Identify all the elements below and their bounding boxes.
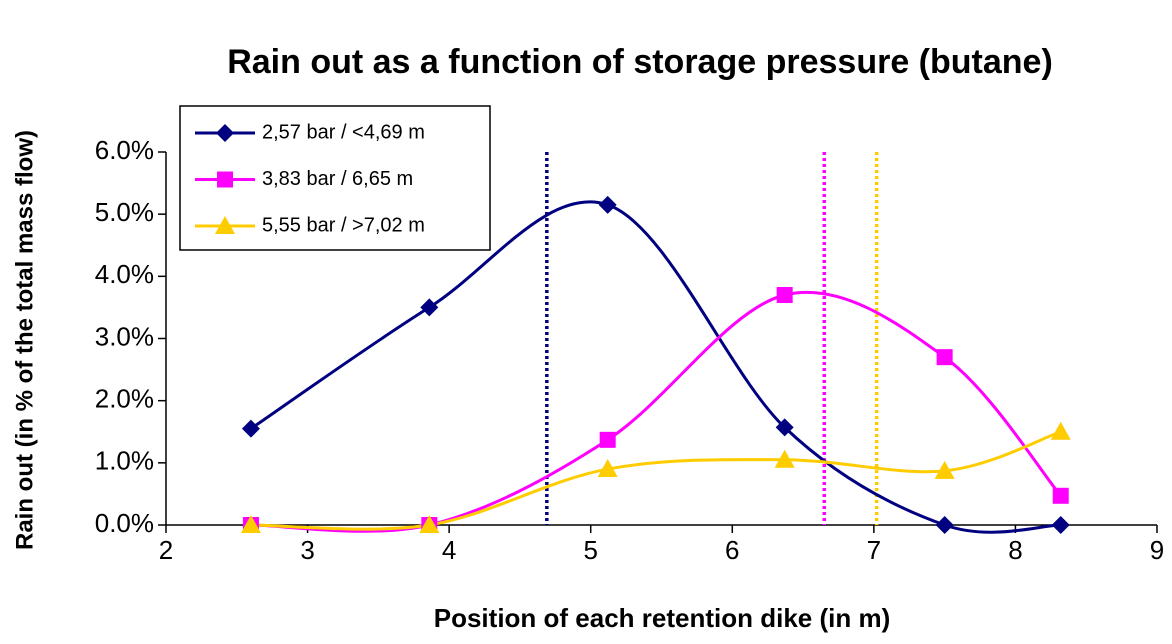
y-tick-label: 4.0% — [95, 259, 154, 289]
y-tick-label: 3.0% — [95, 321, 154, 351]
marker — [935, 516, 954, 534]
marker — [241, 419, 260, 438]
marker — [934, 460, 955, 479]
legend-label: 2,57 bar / <4,69 m — [262, 121, 425, 143]
y-tick-label: 2.0% — [95, 384, 154, 414]
marker — [936, 349, 953, 366]
marker — [240, 515, 261, 533]
y-tick-label: 1.0% — [95, 446, 154, 476]
x-tick-label: 9 — [1150, 535, 1164, 565]
x-tick-label: 4 — [442, 535, 456, 565]
marker — [598, 195, 617, 214]
y-tick-label: 5.0% — [95, 197, 154, 227]
marker — [599, 431, 616, 448]
y-axis-label: Rain out (in % of the total mass flow) — [11, 130, 38, 550]
x-axis-label: Position of each retention dike (in m) — [434, 603, 891, 633]
series-line — [250, 290, 1062, 533]
series-line — [250, 200, 1061, 534]
y-tick-label: 0.0% — [95, 508, 154, 538]
marker — [217, 171, 233, 188]
x-tick-label: 2 — [159, 535, 173, 565]
legend-label: 3,83 bar / 6,65 m — [262, 168, 413, 190]
marker — [215, 216, 235, 234]
legend: 2,57 bar / <4,69 m 3,83 bar / 6,65 m 5,55 … — [179, 105, 491, 251]
marker — [420, 298, 439, 317]
marker — [775, 418, 794, 437]
marker — [216, 124, 234, 142]
x-tick-label: 7 — [867, 535, 881, 565]
legend-label: 5,55 bar / >7,02 m — [262, 214, 425, 236]
x-tick-label: 3 — [300, 535, 314, 565]
x-tick-label: 8 — [1008, 535, 1022, 565]
marker — [1051, 516, 1070, 534]
marker — [419, 515, 440, 533]
marker — [1050, 421, 1071, 440]
marker — [774, 449, 795, 468]
marker — [776, 286, 793, 303]
series-line — [250, 430, 1062, 531]
x-tick-label: 5 — [583, 535, 597, 565]
y-tick-label: 6.0% — [95, 135, 154, 165]
chart-title: Rain out as a function of storage pressu… — [227, 43, 1053, 81]
x-tick-label: 6 — [725, 535, 739, 565]
marker — [1052, 487, 1069, 504]
marker — [597, 459, 618, 478]
